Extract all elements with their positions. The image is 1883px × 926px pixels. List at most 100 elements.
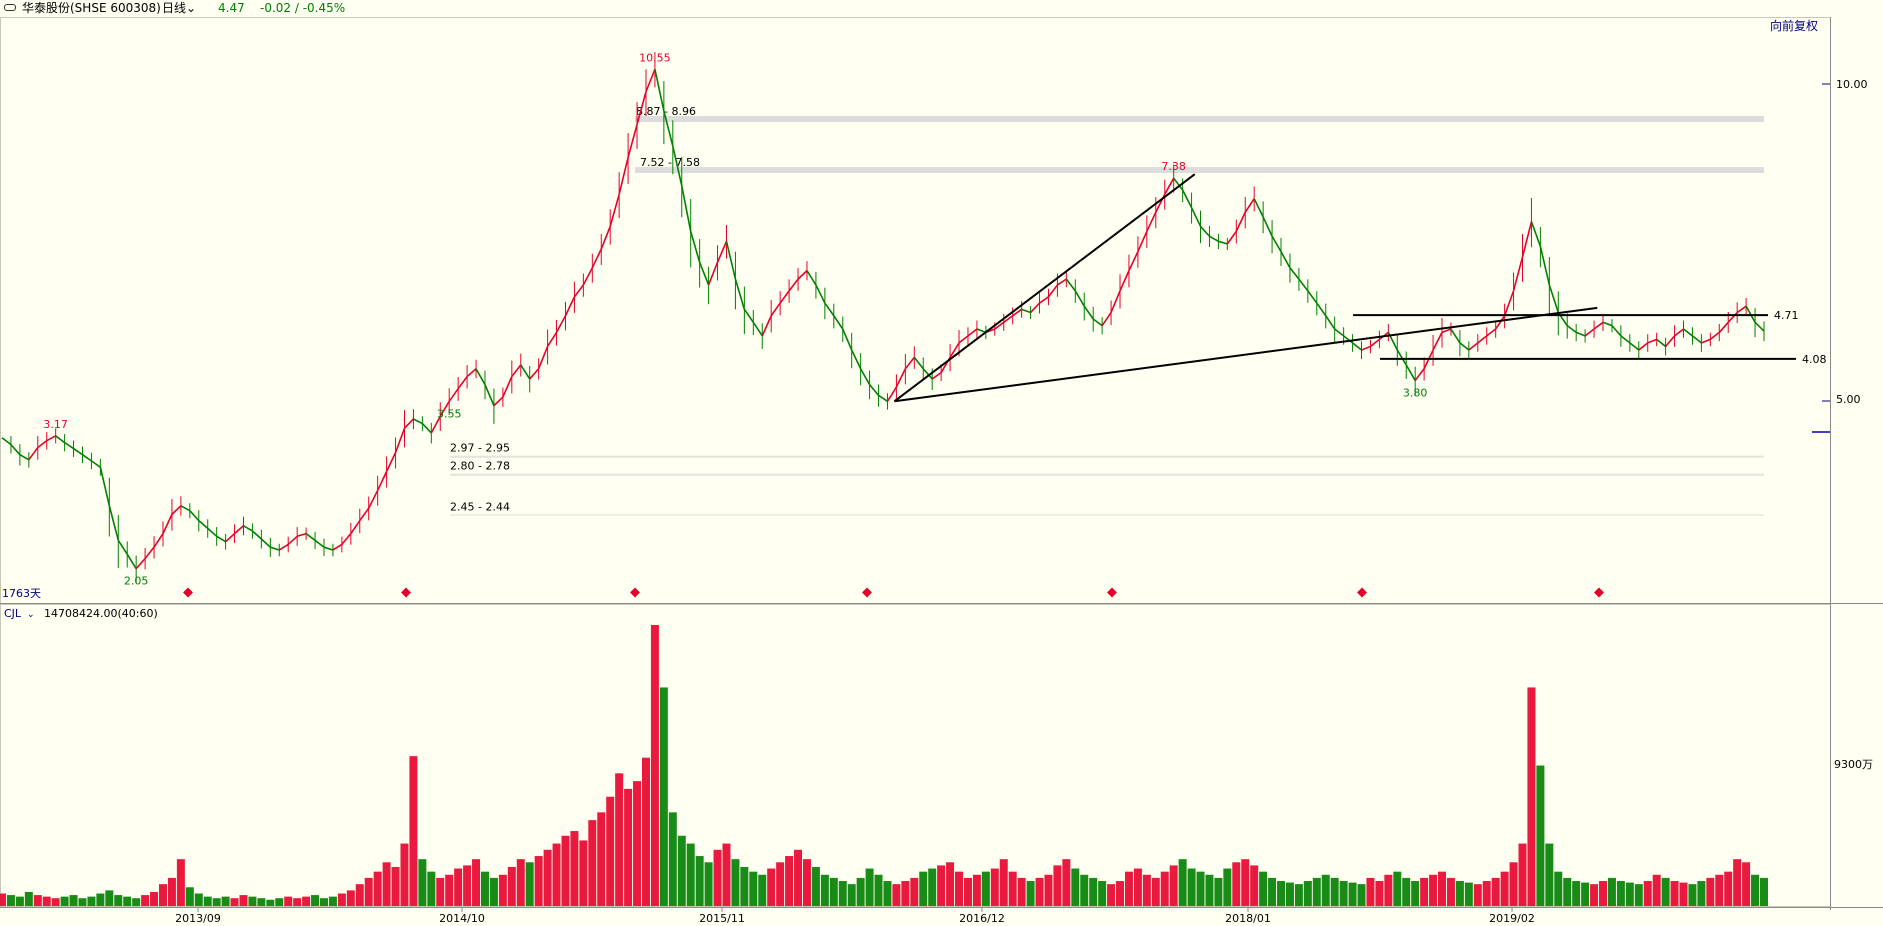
price-segment xyxy=(1280,251,1291,269)
volume-bar xyxy=(0,893,6,906)
volume-bar xyxy=(516,859,525,906)
price-segment xyxy=(332,543,343,551)
price-segment xyxy=(1709,331,1720,340)
price-segment xyxy=(654,69,665,112)
volume-bar xyxy=(1491,877,1500,906)
price-segment xyxy=(680,185,692,232)
volume-bar xyxy=(1518,843,1527,906)
period-selector[interactable]: 日线⌄ xyxy=(162,0,196,17)
adjust-button[interactable]: 向前复权 xyxy=(1770,18,1818,33)
price-segment xyxy=(341,533,352,545)
zone-band xyxy=(450,455,1764,458)
volume-bar xyxy=(820,874,829,906)
price-segment xyxy=(698,262,710,286)
price-segment xyxy=(922,368,933,380)
price-segment xyxy=(475,368,486,385)
window-toggle-icon[interactable] xyxy=(4,4,16,11)
price-segment xyxy=(1173,177,1184,191)
price-segment xyxy=(1361,345,1371,351)
price-segment xyxy=(1029,302,1041,314)
price-segment xyxy=(251,530,262,540)
price-segment xyxy=(520,364,531,380)
volume-bar xyxy=(722,843,731,906)
price-segment xyxy=(117,539,128,555)
chevron-down-icon[interactable]: ⌄ xyxy=(27,610,35,620)
price-segment xyxy=(797,270,808,280)
indicator-selector[interactable]: CJL xyxy=(4,607,22,620)
price-segment xyxy=(198,520,209,529)
price-segment xyxy=(689,231,701,263)
volume-bar xyxy=(659,687,668,906)
stock-name[interactable]: 华泰股份(SHSE 600308) xyxy=(22,1,161,15)
volume-bar xyxy=(695,856,704,906)
level-label: 4.08 xyxy=(1802,353,1827,366)
volume-bar xyxy=(1116,881,1125,906)
price-segment xyxy=(1110,290,1121,313)
price-segment xyxy=(1065,278,1076,292)
volume-bar xyxy=(373,871,382,906)
price-segment xyxy=(1021,308,1031,314)
volume-bar xyxy=(6,895,15,906)
price-segment xyxy=(850,349,862,370)
price-segment xyxy=(1584,328,1595,337)
xtick-label: 2019/02 xyxy=(1489,912,1535,925)
volume-bar xyxy=(1429,874,1438,906)
price-segment xyxy=(1352,342,1363,351)
volume-bar xyxy=(489,877,498,906)
price-segment xyxy=(1450,328,1461,344)
price-segment xyxy=(484,384,495,406)
xtick-label: 2015/11 xyxy=(699,912,745,925)
volume-bar xyxy=(1098,881,1107,906)
price-segment xyxy=(1656,338,1667,348)
ytick-label: 10.00 xyxy=(1836,78,1868,91)
volume-bar xyxy=(1089,877,1098,906)
price-segment xyxy=(1414,368,1425,382)
price-segment xyxy=(448,388,459,402)
x-axis-ticks: 2013/09 2014/10 2015/11 2016/12 2018/01 2019/… xyxy=(175,907,1535,925)
volume-bar xyxy=(409,756,418,906)
volume-bar xyxy=(910,877,919,906)
volume-bar xyxy=(713,849,722,906)
volume-bar xyxy=(1455,881,1464,906)
volume-bar xyxy=(1062,859,1071,906)
volume-bar xyxy=(507,866,516,906)
volume-bar xyxy=(1250,865,1259,906)
volume-bar xyxy=(1124,871,1133,906)
price-segment xyxy=(207,527,218,537)
zone-band xyxy=(635,167,1764,174)
price-segment xyxy=(385,452,397,472)
volume-bar xyxy=(892,884,901,906)
price-segment xyxy=(1647,338,1657,344)
price-segment xyxy=(976,328,987,334)
volume-bar xyxy=(1142,874,1151,906)
price-segment xyxy=(1503,290,1515,317)
volume-bar xyxy=(346,890,355,906)
volume-bar xyxy=(1581,882,1590,906)
volume-bar xyxy=(454,868,463,906)
price-segment xyxy=(1638,342,1649,351)
volume-bar xyxy=(1366,877,1375,906)
volume-bar xyxy=(856,877,865,906)
volume-bar xyxy=(42,896,51,906)
price-segment xyxy=(1101,312,1112,327)
volume-bar xyxy=(1420,877,1429,906)
event-markers xyxy=(183,587,1604,598)
price-segment xyxy=(153,533,164,548)
volume-bar xyxy=(1053,865,1062,906)
volume-bar xyxy=(1643,881,1652,906)
event-marker xyxy=(630,587,640,598)
price-segment xyxy=(376,471,388,491)
price-segment xyxy=(466,368,477,378)
volume-bar xyxy=(427,871,436,906)
zone-label: 2.45 - 2.44 xyxy=(450,500,510,513)
price-segment xyxy=(886,386,898,402)
price-segment xyxy=(64,441,74,450)
price-segment xyxy=(716,240,728,263)
volume-bar xyxy=(355,884,364,906)
price-change: -0.02 / -0.45% xyxy=(260,1,346,15)
volume-bar xyxy=(1706,877,1715,906)
price-segment xyxy=(189,510,200,522)
volume-bar xyxy=(1223,868,1232,906)
price-segment xyxy=(1683,328,1693,337)
